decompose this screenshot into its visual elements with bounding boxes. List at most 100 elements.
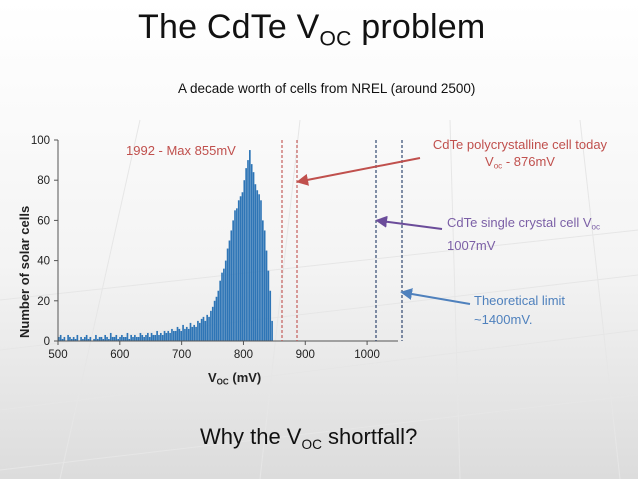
histogram-bar [232, 220, 234, 341]
histogram-bar [171, 328, 173, 341]
histogram-bar [258, 194, 260, 341]
histogram-bar [147, 332, 149, 341]
histogram-bar [108, 338, 110, 341]
histogram-bar [208, 316, 210, 341]
histogram-bar [89, 336, 92, 341]
histogram-bar [67, 334, 69, 341]
annotation-arrows [296, 157, 471, 305]
histogram-bar [243, 180, 246, 341]
histogram-bar [121, 334, 123, 341]
histogram-bar [58, 336, 60, 341]
histogram-bar [113, 336, 116, 341]
histogram-bar [267, 270, 270, 341]
histogram-bar [148, 336, 151, 341]
histogram-bars [58, 150, 273, 341]
single-line-1: CdTe single crystal cell Voc [447, 215, 600, 232]
x-tick-label: 700 [172, 349, 191, 361]
histogram-bar [187, 328, 190, 341]
histogram-bar [109, 332, 112, 341]
histogram-bar [172, 330, 175, 341]
histogram-bar [80, 336, 82, 341]
slide-subtitle: A decade worth of cells from NREL (aroun… [178, 81, 476, 96]
theory-line-1: Theoretical limit [474, 293, 566, 308]
reference-lines [281, 140, 403, 341]
histogram-bar [85, 334, 88, 341]
histogram-bar [95, 334, 97, 341]
histogram-bar [236, 208, 238, 341]
histogram-bar [83, 336, 86, 341]
histogram-bar [210, 310, 212, 341]
histogram-bar [260, 200, 262, 341]
histogram-bar [265, 250, 268, 341]
theory-line-2: ~1400mV. [474, 312, 533, 327]
histogram-bar [122, 336, 125, 341]
histogram-bar [96, 338, 99, 341]
single-crystal-arrow [375, 215, 443, 230]
annotation-theoretical-limit: Theoretical limit ~1400mV. [474, 291, 565, 329]
histogram-bar [204, 320, 207, 341]
histogram-bar [74, 338, 77, 341]
histogram-bar [104, 334, 107, 341]
y-tick-label: 60 [37, 215, 50, 227]
histogram-bar [269, 290, 272, 341]
histogram-bar [102, 338, 105, 341]
y-tick-label: 20 [37, 296, 50, 308]
poly-arrow [296, 157, 421, 186]
x-axis-label: VOC (mV) [208, 370, 262, 387]
histogram-bar [197, 320, 199, 341]
histogram-bar [245, 168, 247, 341]
histogram-bar [156, 330, 158, 341]
histogram-bar [206, 314, 209, 341]
histogram-bar [141, 334, 144, 341]
histogram-bar [93, 338, 95, 341]
annotation-single-crystal: CdTe single crystal cell Voc 1007mV [447, 213, 600, 255]
histogram-bar [237, 200, 240, 341]
histogram-bar [230, 230, 233, 341]
histogram-bar [239, 196, 242, 341]
histogram-bar [211, 306, 214, 341]
histogram-bar [69, 336, 71, 341]
poly-line-1: CdTe polycrystalline cell today [432, 137, 608, 152]
annotation-polycrystalline: CdTe polycrystalline cell today Voc - 87… [420, 136, 620, 174]
histogram-bar [167, 330, 170, 341]
histogram-bar [193, 324, 196, 341]
histogram-bar [63, 336, 66, 341]
histogram-bar [130, 334, 132, 341]
histogram-bar [226, 248, 229, 341]
x-tick-label: 500 [48, 349, 67, 361]
histogram-bar [117, 338, 119, 341]
histogram-bar [223, 268, 225, 341]
histogram-bar [174, 330, 177, 341]
histogram-bar [98, 336, 101, 341]
histogram-bar [139, 332, 142, 341]
chart-ticks: 0 20 40 60 80 100 500 600 700 800 900 1000 [31, 135, 380, 361]
histogram-bar [189, 322, 192, 341]
histogram-bar [59, 334, 62, 341]
histogram-bar [128, 338, 131, 341]
histogram-bar [217, 290, 220, 341]
histogram-bar [182, 324, 184, 341]
histogram-bar [87, 338, 90, 341]
histogram-bar [224, 260, 227, 341]
histogram-bar [119, 336, 121, 341]
histogram-bar [221, 272, 223, 341]
histogram-bar [250, 164, 253, 341]
annotation-1992-max: 1992 - Max 855mV [126, 143, 236, 158]
histogram-bar [76, 334, 79, 341]
x-tick-label: 900 [296, 349, 315, 361]
histogram-bar [135, 336, 138, 341]
histogram-bar [158, 334, 160, 341]
histogram-bar [213, 300, 216, 341]
slide-title: The CdTe VOC problem [138, 8, 486, 51]
histogram-bar [82, 338, 84, 341]
histogram-bar [247, 160, 249, 341]
chart-axes [57, 140, 398, 342]
histogram-bar [195, 326, 197, 341]
histogram-bar [124, 336, 127, 341]
histogram-bar [137, 336, 140, 341]
histogram-bar [132, 336, 134, 341]
theory-arrow [400, 288, 471, 305]
histogram-bar [115, 334, 118, 341]
